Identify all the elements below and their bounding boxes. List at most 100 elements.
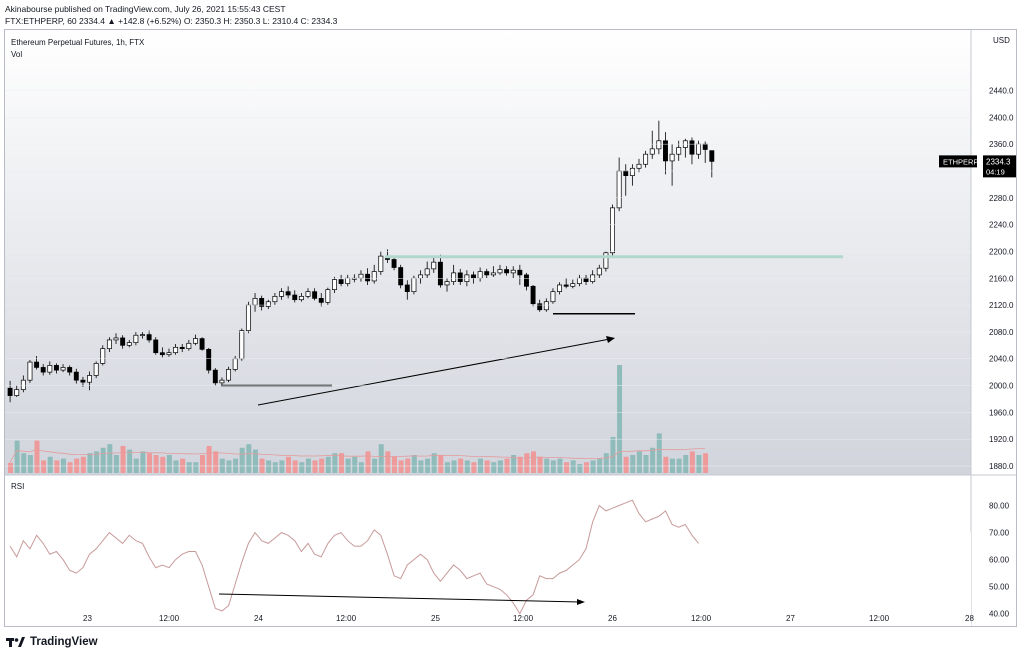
candle-body [93,363,99,376]
candle [305,288,311,299]
candle-body [285,291,291,296]
volume-bar [564,462,570,473]
time-tick-label: 28 [965,614,974,623]
volume-bar [511,455,517,473]
volume-bar [252,449,258,473]
candle-body [510,269,516,274]
candle-body [583,277,589,282]
candle [133,331,139,346]
candle-body [709,150,715,162]
candle-body [120,337,126,346]
volume-bar [703,453,709,473]
volume-bar [530,451,536,473]
candle-body [20,379,26,390]
candle-body [265,301,271,307]
candle-body [616,170,622,209]
candle [113,333,119,344]
time-tick-label: 25 [431,614,440,623]
volume-bar [636,451,642,473]
price-tick-label: 1920.0 [989,435,1014,444]
volume-bar [94,451,100,473]
candle-body [140,334,145,336]
candle [14,385,20,397]
time-tick-label: 12:00 [513,614,534,623]
candle [669,144,675,186]
candle [292,290,298,303]
price-tick-label: 2000.0 [989,382,1014,391]
candle-body [676,147,682,155]
candle [265,299,271,310]
candle-body [596,267,602,276]
price-chart[interactable]: USD2440.02400.02360.02320.02280.02240.02… [5,30,1017,627]
rsi-tick-label: 80.00 [989,502,1010,511]
volume-bar [41,460,47,473]
tradingview-logo[interactable]: TradingView [6,636,98,648]
candle-body [34,361,40,368]
candle [279,288,284,300]
candle [239,328,245,361]
candle [378,251,384,275]
candle [497,264,503,275]
candle-body [87,375,92,383]
rsi-tick-label: 70.00 [989,529,1010,538]
price-tick-label: 2120.0 [989,301,1014,310]
candle [563,278,569,289]
volume-bar [299,462,305,473]
candle-body [193,338,198,344]
candle [298,293,304,302]
candle-body [649,148,655,155]
price-axis-currency: USD [993,36,1010,45]
candle [173,343,179,355]
volume-bar [418,460,424,473]
candle-body [629,167,635,177]
candle [649,130,655,159]
time-tick-label: 12:00 [869,614,890,623]
price-tick-label: 1960.0 [989,408,1014,417]
time-tick-label: 24 [254,614,263,623]
volume-bar [610,437,616,473]
candle-body [669,153,675,162]
candle [140,331,145,339]
volume-bar [570,460,576,473]
price-tick-label: 2280.0 [989,194,1014,203]
time-tick-label: 12:00 [336,614,357,623]
volume-bar [199,455,205,473]
candle [60,364,66,373]
candle [431,256,437,273]
candle [27,360,33,383]
candle [166,348,172,357]
volume-bar [656,433,662,473]
candle [186,339,192,351]
candle [7,380,13,403]
rsi-tick-label: 50.00 [989,583,1010,592]
volume-bar [398,460,404,473]
candle-body [576,277,582,284]
candle [490,266,496,277]
candle-body [371,271,377,282]
volume-bar [643,455,649,473]
volume-bar [213,451,219,473]
volume-bar [107,444,113,473]
candle-body [325,289,331,303]
candle-body [477,271,483,279]
volume-bar [153,455,159,473]
candle [689,137,695,165]
tradingview-logo-icon [6,637,25,647]
candle [656,120,662,155]
candle-body [663,140,668,162]
volume-bar [550,460,556,473]
candle [212,368,218,386]
volume-bar [650,447,656,473]
volume-bar [272,462,278,473]
chart-frame[interactable]: USD2440.02400.02360.02320.02280.02240.02… [4,29,1017,627]
time-tick-label: 12:00 [691,614,712,623]
volume-moving-average [9,447,706,463]
candle-body [113,337,119,341]
candle-body [40,367,46,373]
candle-body [186,342,192,350]
candle-body [106,339,112,350]
volume-bar [663,456,669,473]
volume-bar [186,462,192,473]
candle-body [212,369,218,384]
candle-body [444,281,450,286]
